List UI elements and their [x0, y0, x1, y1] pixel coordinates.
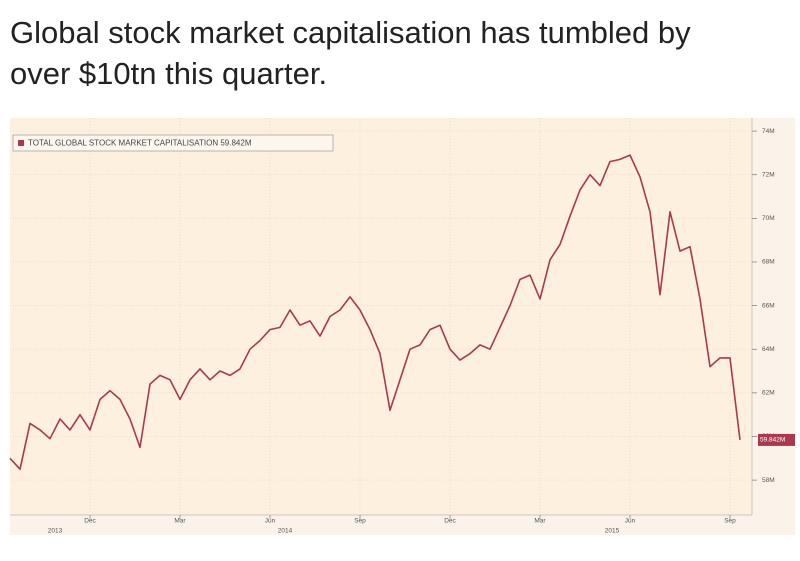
legend-box — [12, 134, 334, 152]
legend-label: TOTAL GLOBAL STOCK MARKET CAPITALISATION… — [28, 139, 252, 148]
last-value-label: 59.842M — [760, 437, 785, 444]
y-tick-label: 72M — [762, 171, 775, 178]
x-tick-label: Jun — [625, 518, 636, 525]
x-tick-label: Mar — [174, 518, 186, 525]
axis-background — [10, 515, 752, 535]
line-series — [9, 154, 741, 470]
x-tick-label: Sep — [724, 518, 736, 525]
y-tick-label: 70M — [762, 215, 775, 222]
y-tick-label: 64M — [762, 346, 775, 353]
legend: TOTAL GLOBAL STOCK MARKET CAPITALISATION… — [12, 134, 334, 152]
y-tick-label: 74M — [762, 128, 775, 135]
x-tick-label: Sep — [354, 518, 366, 525]
plot-background — [10, 118, 752, 515]
legend-series-name: TOTAL GLOBAL STOCK MARKET CAPITALISATION — [28, 139, 218, 148]
x-tick-label: Dec — [444, 518, 456, 525]
year-label: 2014 — [278, 528, 293, 535]
x-tick-label: Jun — [265, 518, 276, 525]
y-tick-label: 62M — [762, 390, 775, 397]
x-tick-label: Mar — [534, 518, 546, 525]
legend-last-value: 59.842M — [220, 139, 251, 148]
y-tick-label: 58M — [762, 477, 775, 484]
legend-swatch — [18, 140, 24, 146]
headline: Global stock market capitalisation has t… — [10, 15, 691, 91]
year-label: 2013 — [48, 528, 63, 535]
last-value-box — [758, 433, 795, 446]
x-tick-label: Dec — [84, 518, 96, 525]
year-label: 2015 — [605, 528, 620, 535]
axis-background — [752, 118, 795, 535]
y-tick-label: 66M — [762, 302, 775, 309]
y-tick-label: 68M — [762, 259, 775, 266]
